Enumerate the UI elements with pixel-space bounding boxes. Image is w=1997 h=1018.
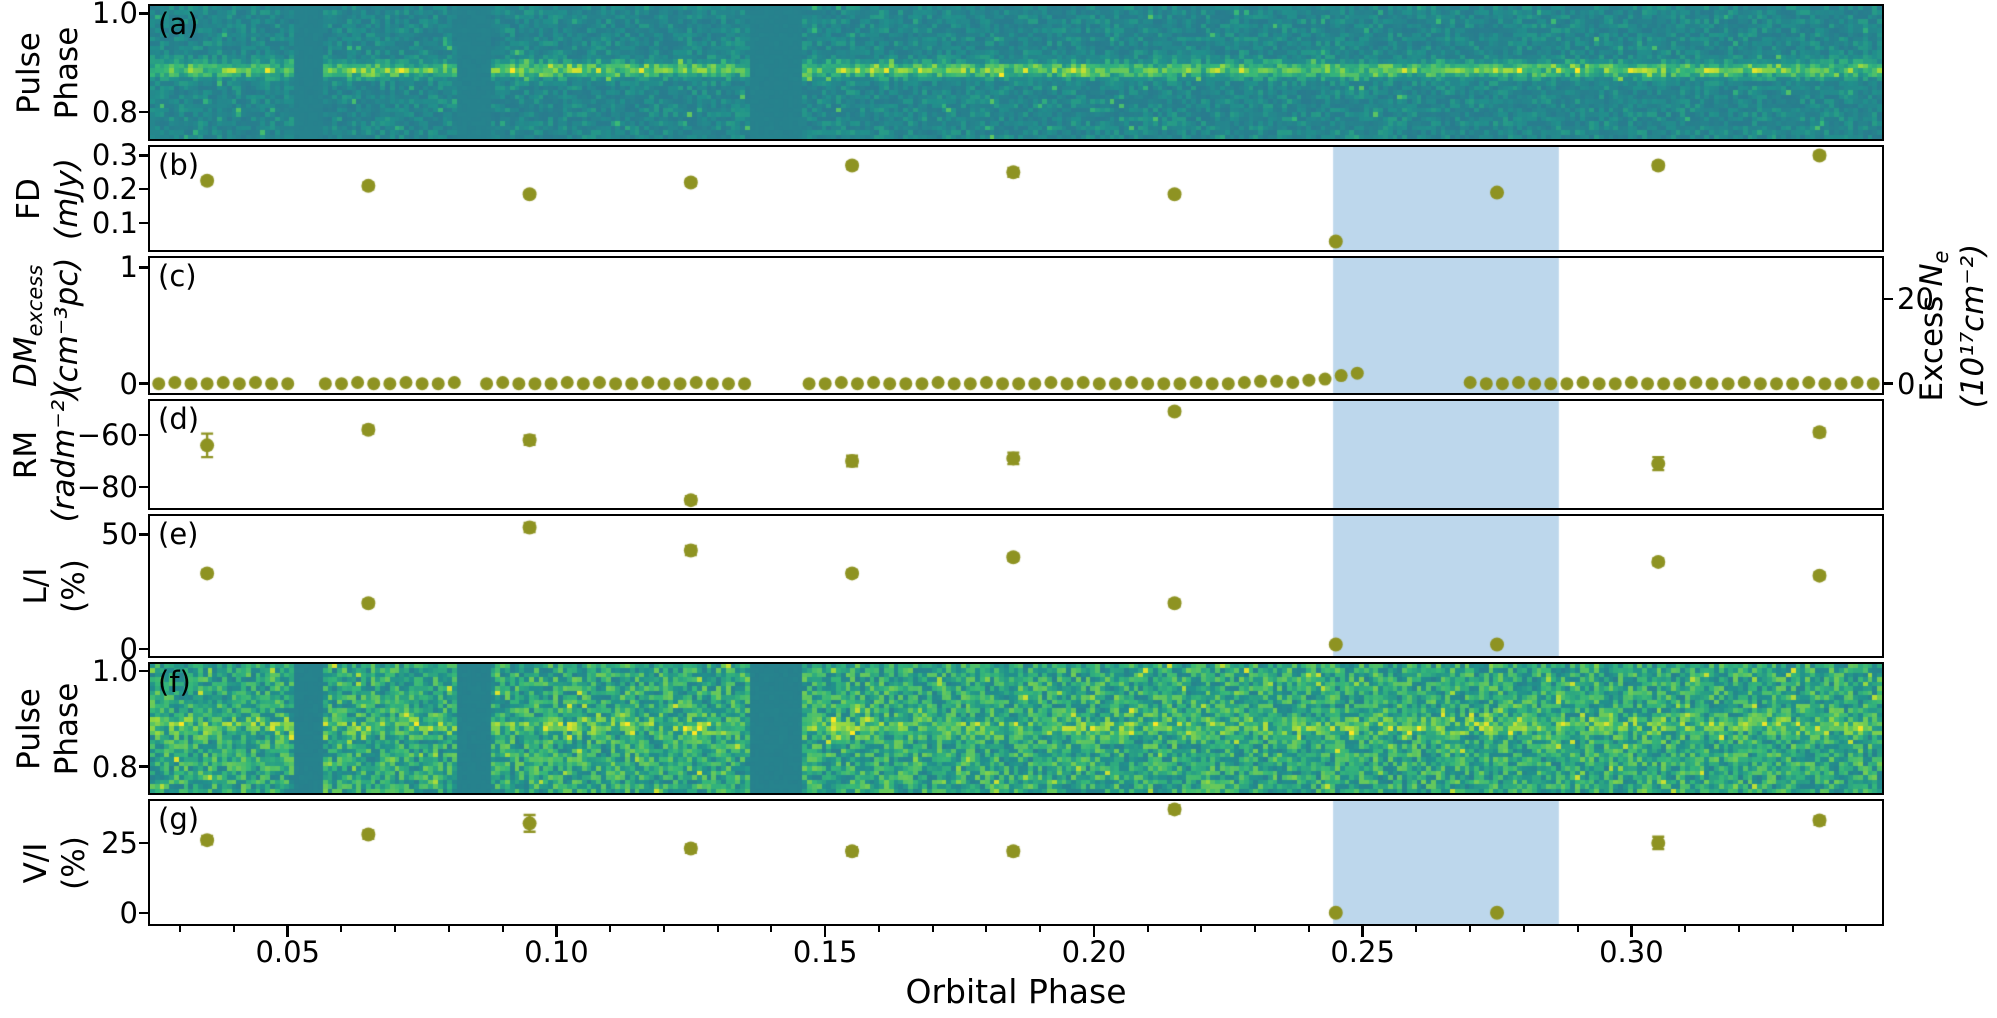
x-minor-tick-mark bbox=[770, 926, 773, 932]
x-minor-tick-mark bbox=[1684, 926, 1687, 932]
y-tick-label: 0.1 bbox=[91, 205, 138, 240]
y-tick-mark bbox=[139, 765, 148, 768]
scatter-b-canvas bbox=[150, 147, 1882, 250]
y-tick-label: 50 bbox=[101, 517, 138, 552]
panel-g-label: (g) bbox=[158, 802, 200, 836]
panel-c-label: (c) bbox=[158, 259, 197, 293]
x-tick-label: 0.25 bbox=[1330, 935, 1395, 969]
x-tick-mark bbox=[823, 926, 827, 937]
panel-e-linear-polarization-plot: (e) bbox=[148, 514, 1884, 658]
y-tick-mark bbox=[139, 187, 148, 191]
y-tick-mark bbox=[139, 841, 148, 845]
y-tick-mark bbox=[139, 485, 148, 489]
y-tick-label: 1.0 bbox=[91, 654, 138, 689]
panel-a-label: (a) bbox=[158, 7, 199, 41]
x-minor-tick-mark bbox=[985, 926, 988, 932]
x-tick-label: 0.15 bbox=[792, 935, 858, 969]
y-tick-mark bbox=[139, 911, 148, 915]
panel-b-flux-density-plot: (b) bbox=[148, 145, 1884, 252]
x-minor-tick-mark bbox=[1845, 926, 1848, 932]
panel-b-label: (b) bbox=[158, 148, 200, 182]
y-tick-mark bbox=[139, 266, 148, 269]
x-tick-label: 0.30 bbox=[1599, 935, 1664, 969]
scatter-d-canvas bbox=[150, 401, 1882, 508]
panel-f-label: (f) bbox=[158, 665, 191, 699]
panel-g-circular-polarization-plot: (g) bbox=[148, 799, 1884, 926]
y-tick-label: 0.3 bbox=[91, 138, 138, 173]
y-tick-mark bbox=[139, 382, 148, 385]
y-tick-mark bbox=[139, 154, 148, 157]
panel-c-dm-excess-plot: (c) bbox=[148, 256, 1884, 395]
y-tick-mark bbox=[139, 669, 148, 673]
x-minor-tick-mark bbox=[931, 926, 934, 932]
y-tick-label: −60 bbox=[76, 417, 138, 452]
panel-d-rotation-measure-plot: (d) bbox=[148, 399, 1884, 510]
x-minor-tick-mark bbox=[1146, 926, 1149, 932]
y-tick-mark bbox=[139, 12, 148, 15]
x-minor-tick-mark bbox=[232, 926, 235, 932]
y-tick-mark bbox=[1884, 297, 1893, 301]
x-minor-tick-mark bbox=[609, 926, 612, 932]
x-minor-tick-mark bbox=[1254, 926, 1257, 932]
heatmap-a-canvas bbox=[150, 6, 1882, 139]
y-tick-mark bbox=[139, 533, 148, 536]
y-tick-label: −80 bbox=[76, 470, 138, 505]
y-tick-label: 20 bbox=[1897, 282, 1934, 317]
y-tick-label: 0 bbox=[1897, 366, 1916, 401]
scatter-e-canvas bbox=[150, 516, 1882, 656]
x-minor-tick-mark bbox=[1576, 926, 1579, 932]
x-minor-tick-mark bbox=[1200, 926, 1203, 932]
x-tick-mark bbox=[1630, 926, 1633, 937]
x-tick-mark bbox=[555, 926, 558, 937]
panel-e-label: (e) bbox=[158, 517, 199, 551]
x-minor-tick-mark bbox=[1522, 926, 1525, 932]
x-minor-tick-mark bbox=[340, 926, 343, 932]
panel-d-label: (d) bbox=[158, 402, 200, 436]
x-minor-tick-mark bbox=[1737, 926, 1740, 932]
y-tick-mark bbox=[1884, 382, 1893, 385]
ylabel-c-right-excess-ne: ExcessNe (10¹⁷cm⁻²) bbox=[1907, 96, 1997, 556]
y-tick-label: 0 bbox=[119, 632, 138, 667]
y-tick-label: 0.8 bbox=[91, 749, 138, 784]
y-tick-label: 0.8 bbox=[91, 94, 138, 129]
y-tick-mark bbox=[139, 110, 148, 114]
x-minor-tick-mark bbox=[1469, 926, 1472, 932]
scatter-c-canvas bbox=[150, 258, 1882, 393]
heatmap-f-canvas bbox=[150, 664, 1882, 793]
x-minor-tick-mark bbox=[1307, 926, 1310, 932]
y-tick-label: 1 bbox=[119, 250, 138, 285]
x-minor-tick-mark bbox=[179, 926, 182, 932]
x-axis-title: Orbital Phase bbox=[905, 972, 1127, 1011]
y-tick-label: 0 bbox=[119, 895, 138, 930]
ne-subscript: e bbox=[1928, 250, 1953, 263]
x-minor-tick-mark bbox=[716, 926, 719, 932]
y-tick-label: 0 bbox=[119, 366, 138, 401]
y-tick-label: 25 bbox=[101, 825, 138, 860]
y-tick-label: 0.2 bbox=[91, 172, 138, 207]
x-minor-tick-mark bbox=[1039, 926, 1042, 932]
x-tick-mark bbox=[1092, 926, 1096, 937]
x-minor-tick-mark bbox=[1791, 926, 1794, 932]
x-minor-tick-mark bbox=[662, 926, 665, 932]
x-tick-label: 0.05 bbox=[255, 935, 321, 969]
ylabel-g-line1: V/I bbox=[18, 842, 54, 883]
x-minor-tick-mark bbox=[877, 926, 880, 932]
x-tick-mark bbox=[286, 926, 289, 937]
x-minor-tick-mark bbox=[394, 926, 397, 932]
scatter-g-canvas bbox=[150, 801, 1882, 924]
panel-f-pulse-phase-heatmap: (f) bbox=[148, 662, 1884, 795]
y-tick-mark bbox=[139, 433, 148, 437]
y-tick-label: 1.0 bbox=[91, 0, 138, 31]
y-tick-mark bbox=[139, 221, 148, 225]
x-tick-label: 0.20 bbox=[1061, 935, 1127, 969]
x-minor-tick-mark bbox=[501, 926, 504, 932]
x-tick-mark bbox=[1361, 926, 1364, 937]
x-minor-tick-mark bbox=[447, 926, 450, 932]
y-tick-mark bbox=[139, 647, 148, 651]
x-minor-tick-mark bbox=[1415, 926, 1418, 932]
x-tick-label: 0.10 bbox=[524, 935, 589, 969]
panel-a-pulse-phase-heatmap: (a) bbox=[148, 4, 1884, 141]
